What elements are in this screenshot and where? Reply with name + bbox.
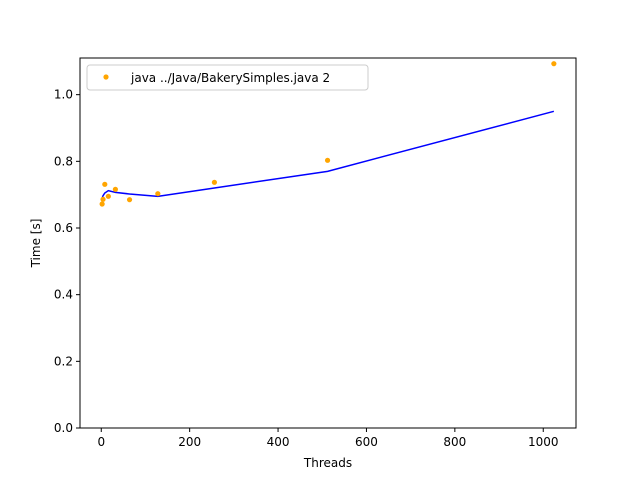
data-point [126, 197, 133, 203]
plot-area [80, 58, 576, 428]
fit-line-layer [100, 110, 555, 201]
scatter-point-layer [99, 61, 557, 207]
y-axis-label: Time [s] [29, 219, 43, 269]
data-point [112, 186, 118, 192]
y-tick-label: 1.0 [54, 88, 73, 102]
fit-line [100, 110, 555, 201]
legend-label: java ../Java/BakerySimples.java 2 [130, 71, 330, 85]
plot-frame [79, 57, 577, 429]
y-tick-label: 0.8 [54, 154, 73, 168]
x-axis-ticks: 0 200 400 600 800 1000 [97, 428, 559, 449]
data-point [102, 181, 108, 187]
y-tick-label: 0.6 [54, 221, 73, 235]
legend-marker [103, 74, 109, 80]
data-point [324, 157, 331, 163]
data-point [100, 196, 106, 202]
data-point [105, 193, 111, 199]
y-tick-label: 0.2 [54, 354, 73, 368]
data-point [551, 61, 557, 67]
x-tick-label: 200 [178, 435, 201, 449]
data-point [155, 191, 161, 197]
data-point [211, 179, 218, 185]
data-point [99, 201, 105, 207]
legend-box [86, 64, 369, 91]
x-tick-label: 1000 [528, 435, 559, 449]
y-tick-label: 0.4 [54, 288, 73, 302]
y-axis-ticks: 0.0 0.2 0.4 0.6 0.8 1.0 [54, 88, 80, 435]
x-axis-label: Threads [303, 456, 352, 470]
x-tick-label: 800 [443, 435, 466, 449]
x-tick-label: 400 [267, 435, 290, 449]
legend: java ../Java/BakerySimples.java 2 [86, 64, 369, 91]
x-tick-label: 600 [355, 435, 378, 449]
y-tick-label: 0.0 [54, 421, 73, 435]
x-tick-label: 0 [97, 435, 105, 449]
